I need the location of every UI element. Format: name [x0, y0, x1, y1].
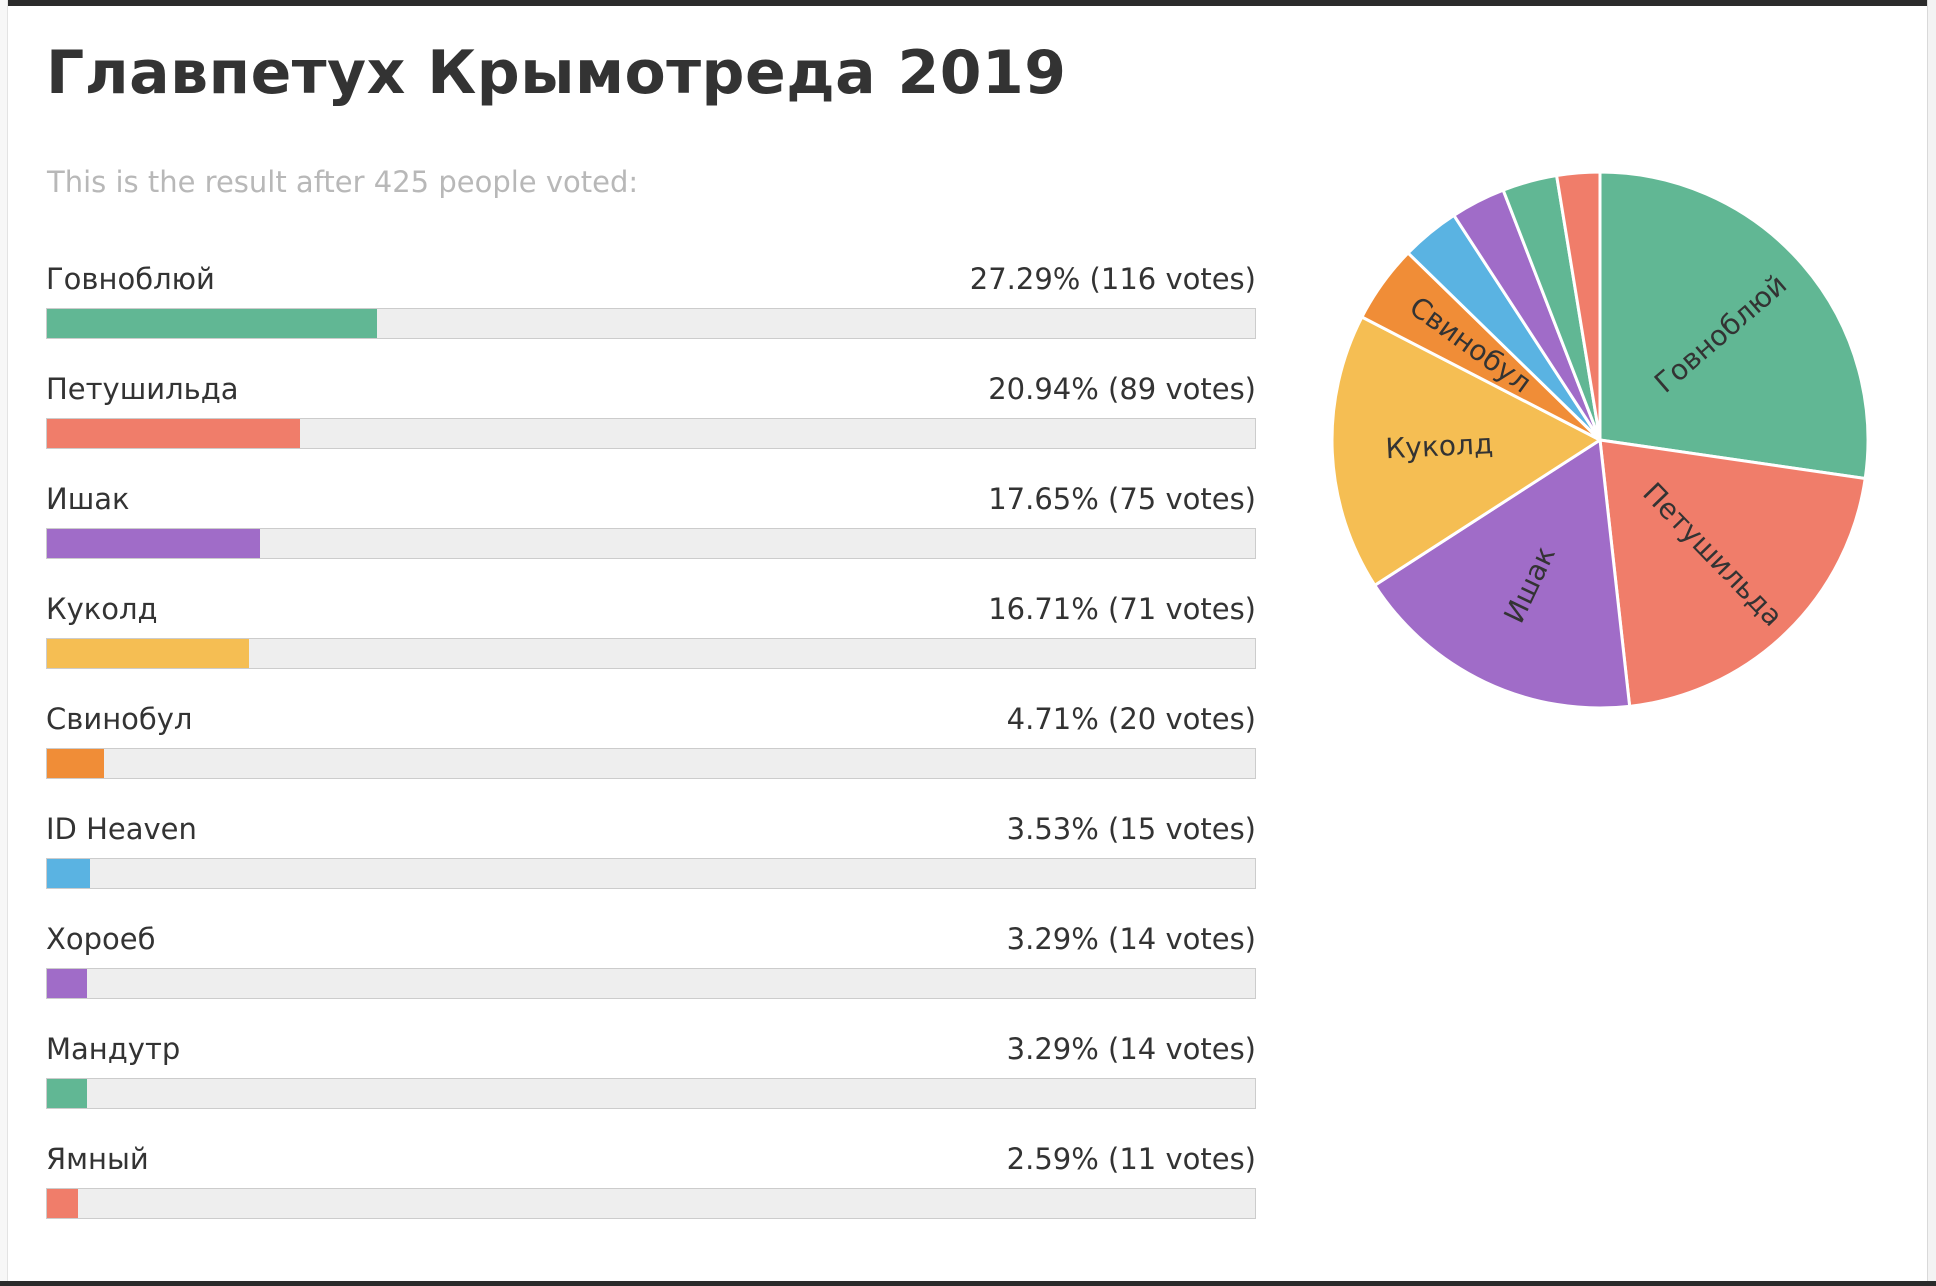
result-bar-fill	[47, 419, 300, 448]
result-bar-track	[46, 418, 1256, 449]
result-bar-fill	[47, 309, 377, 338]
result-bar-fill	[47, 749, 104, 778]
pie-slice	[1330, 314, 1603, 588]
pie-slice	[1598, 170, 1870, 481]
result-name: Хороеб	[46, 922, 156, 956]
result-row: Хороеб 3.29% (14 votes)	[46, 918, 1256, 1028]
result-bar-fill	[47, 969, 87, 998]
result-bar-fill	[47, 859, 90, 888]
result-row: Говноблюй 27.29% (116 votes)	[46, 258, 1256, 368]
result-row: Ямный 2.59% (11 votes)	[46, 1138, 1256, 1248]
result-name: Ямный	[46, 1142, 149, 1176]
result-bar-track	[46, 968, 1256, 999]
result-bar-track	[46, 1188, 1256, 1219]
result-stat: 3.29% (14 votes)	[1006, 1032, 1256, 1066]
pie-slice-label: Куколд	[1385, 427, 1494, 465]
result-name: Мандутр	[46, 1032, 181, 1066]
result-bar-fill	[47, 1189, 79, 1218]
result-bar-track	[46, 858, 1256, 889]
top-window-border	[0, 0, 1936, 6]
result-name: Петушильда	[46, 372, 239, 406]
result-row: Свинобул 4.71% (20 votes)	[46, 698, 1256, 808]
result-bar-fill	[47, 639, 249, 668]
results-list: Говноблюй 27.29% (116 votes) Петушильда …	[46, 258, 1256, 1248]
result-stat: 3.53% (15 votes)	[1006, 812, 1256, 846]
result-stat: 27.29% (116 votes)	[969, 262, 1256, 296]
result-row: Мандутр 3.29% (14 votes)	[46, 1028, 1256, 1138]
result-name: Говноблюй	[46, 262, 215, 296]
result-bar-track	[46, 308, 1256, 339]
left-window-edge	[0, 0, 8, 1286]
result-bar-track	[46, 528, 1256, 559]
result-bar-fill	[47, 529, 261, 558]
result-bar-track	[46, 748, 1256, 779]
result-bar-track	[46, 638, 1256, 669]
result-name: Свинобул	[46, 702, 193, 736]
result-bar-fill	[47, 1079, 87, 1108]
result-row: Петушильда 20.94% (89 votes)	[46, 368, 1256, 478]
right-scrollbar-track[interactable]	[1927, 0, 1936, 1286]
poll-subtitle: This is the result after 425 people vote…	[47, 165, 639, 199]
result-row: Куколд 16.71% (71 votes)	[46, 588, 1256, 698]
result-stat: 3.29% (14 votes)	[1006, 922, 1256, 956]
result-bar-track	[46, 1078, 1256, 1109]
result-stat: 17.65% (75 votes)	[988, 482, 1256, 516]
pie-slice	[1554, 170, 1602, 441]
result-row: ID Heaven 3.53% (15 votes)	[46, 808, 1256, 918]
result-name: Ишак	[46, 482, 130, 516]
bottom-window-border	[0, 1281, 1936, 1286]
result-name: Куколд	[46, 592, 158, 626]
pie-slice	[1598, 438, 1867, 709]
result-name: ID Heaven	[46, 812, 197, 846]
pie-chart: Говноблюй Петушильда Ишак Куколд Свинобул	[1320, 160, 1880, 720]
result-stat: 16.71% (71 votes)	[988, 592, 1256, 626]
poll-title: Главпетух Крымотреда 2019	[46, 38, 1067, 108]
result-stat: 2.59% (11 votes)	[1006, 1142, 1256, 1176]
result-stat: 4.71% (20 votes)	[1006, 702, 1256, 736]
result-stat: 20.94% (89 votes)	[988, 372, 1256, 406]
pie-slice	[1372, 437, 1632, 710]
result-row: Ишак 17.65% (75 votes)	[46, 478, 1256, 588]
